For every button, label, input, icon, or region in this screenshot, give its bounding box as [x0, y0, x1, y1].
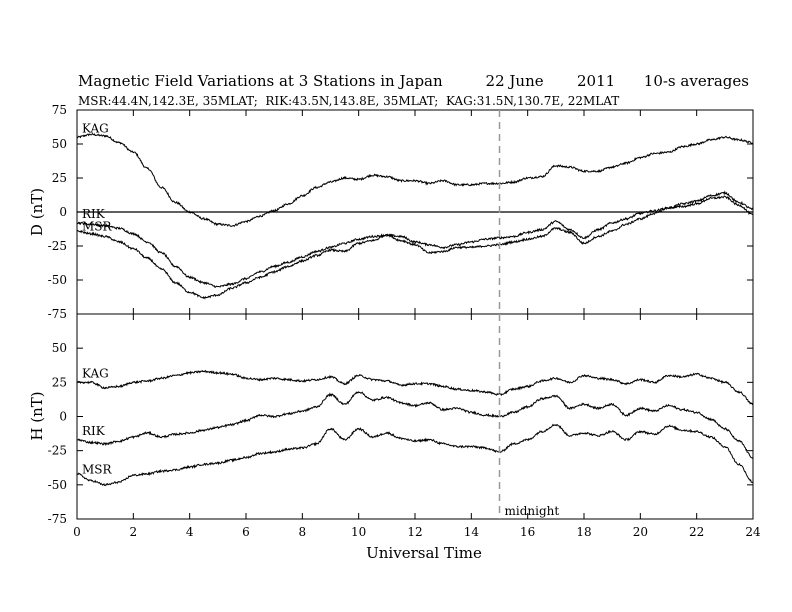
y-tick-label: 25	[52, 375, 67, 389]
y-tick-label: 50	[52, 341, 67, 355]
series-line-kag	[76, 133, 754, 227]
x-tick-label: 12	[407, 525, 422, 539]
x-tick-label: 0	[73, 525, 81, 539]
y-tick-label: 50	[52, 137, 67, 151]
series-line-rik	[76, 190, 754, 288]
x-tick-label: 20	[633, 525, 648, 539]
chart-subtitle: MSR:44.4N,142.3E, 35MLAT; RIK:43.5N,143.…	[78, 94, 620, 108]
series-label-rik: RIK	[82, 424, 106, 438]
x-tick-label: 4	[186, 525, 194, 539]
x-tick-label: 24	[745, 525, 761, 539]
y-tick-label: -75	[48, 307, 67, 321]
y-tick-label: -50	[48, 273, 67, 287]
y-tick-label: 75	[52, 103, 67, 117]
top-ylabel: D (nT)	[28, 188, 46, 236]
series-label-msr: MSR	[82, 219, 113, 233]
chart-title: Magnetic Field Variations at 3 Stations …	[78, 72, 749, 90]
x-tick-label: 8	[299, 525, 307, 539]
y-tick-label: -50	[48, 478, 67, 492]
y-tick-label: 0	[59, 410, 67, 424]
x-tick-label: 16	[520, 525, 535, 539]
y-tick-label: -75	[48, 512, 67, 526]
plot-frame	[76, 313, 754, 520]
series-line-kag	[76, 369, 754, 406]
x-tick-label: 2	[130, 525, 138, 539]
y-tick-label: 25	[52, 171, 67, 185]
series-label-kag: KAG	[82, 121, 109, 135]
x-tick-label: 22	[689, 525, 704, 539]
x-tick-label: 18	[576, 525, 591, 539]
x-tick-label: 14	[464, 525, 480, 539]
y-tick-label: 0	[59, 205, 67, 219]
bottom-ylabel: H (nT)	[28, 391, 46, 440]
y-tick-label: -25	[48, 444, 67, 458]
series-line-msr	[76, 423, 754, 487]
series-label-msr: MSR	[82, 462, 113, 476]
x-axis-label: Universal Time	[366, 544, 482, 562]
midnight-label: midnight	[505, 504, 560, 518]
y-tick-label: -25	[48, 239, 67, 253]
series-line-rik	[76, 391, 754, 459]
series-line-msr	[76, 195, 754, 300]
series-label-rik: RIK	[82, 207, 106, 221]
x-tick-label: 10	[351, 525, 366, 539]
series-label-kag: KAG	[82, 367, 109, 381]
x-tick-label: 6	[242, 525, 250, 539]
